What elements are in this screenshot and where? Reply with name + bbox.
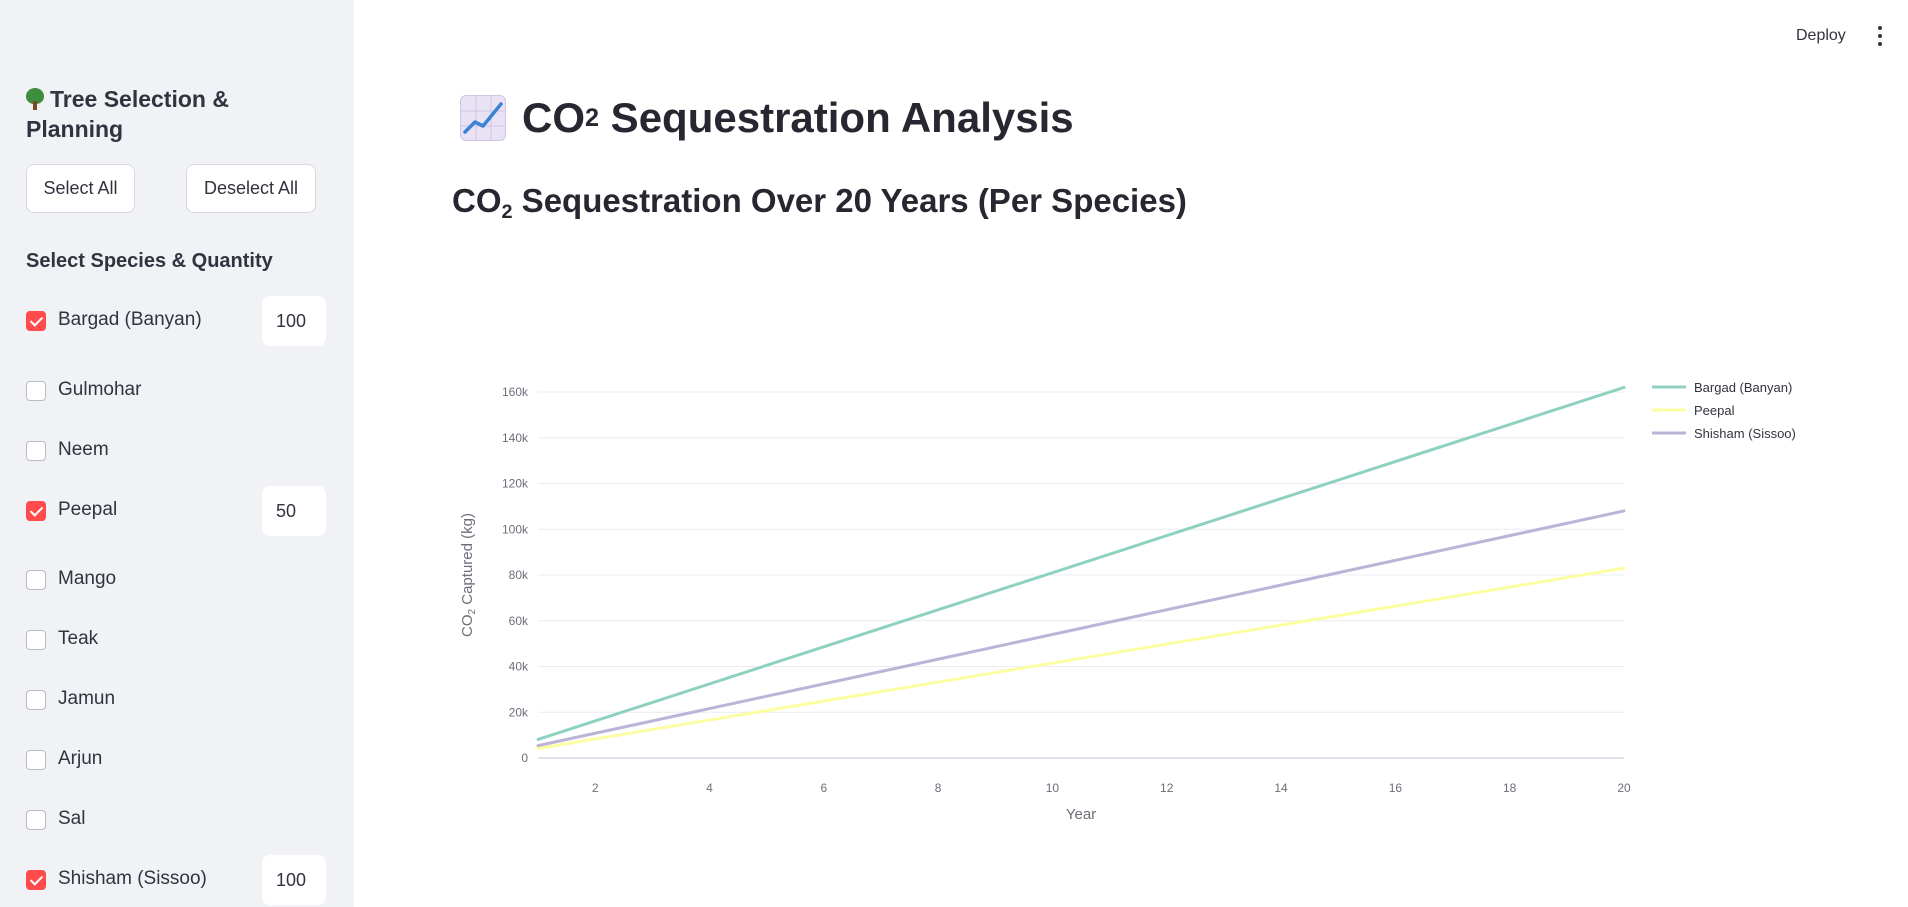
- deploy-button[interactable]: Deploy: [1796, 27, 1846, 44]
- series-line: [536, 385, 1626, 741]
- y-tick-label: 40k: [509, 660, 529, 674]
- section-prefix: CO: [452, 182, 502, 219]
- y-axis-label: CO2 Captured (kg): [459, 513, 478, 637]
- select-all-button[interactable]: Select All: [26, 164, 135, 213]
- checkbox-bargad[interactable]: [26, 311, 46, 331]
- y-tick-label: 120k: [502, 477, 529, 491]
- species-row-sal: Sal: [26, 795, 330, 845]
- checkbox-peepal[interactable]: [26, 501, 46, 521]
- y-tick-label: 100k: [502, 522, 529, 536]
- species-row-neem: Neem: [26, 426, 330, 476]
- x-tick-label: 14: [1274, 781, 1288, 795]
- page-title: CO 2 Sequestration Analysis: [460, 90, 1074, 146]
- species-label[interactable]: Sal: [58, 808, 86, 829]
- x-tick-label: 20: [1617, 781, 1631, 795]
- y-tick-label: 20k: [509, 705, 529, 719]
- checkbox-gulmohar[interactable]: [26, 381, 46, 401]
- kebab-menu-icon[interactable]: [1876, 26, 1884, 46]
- x-tick-label: 18: [1503, 781, 1517, 795]
- species-row-arjun: Arjun: [26, 735, 330, 785]
- species-row-teak: Teak: [26, 615, 330, 665]
- species-row-jamun: Jamun: [26, 675, 330, 725]
- x-tick-label: 10: [1046, 781, 1060, 795]
- species-subheading: Select Species & Quantity: [26, 250, 273, 272]
- x-tick-label: 2: [592, 781, 599, 795]
- species-row-gulmohar: Gulmohar: [26, 366, 330, 416]
- tree-icon: [26, 88, 44, 110]
- species-label[interactable]: Arjun: [58, 748, 103, 769]
- x-tick-label: 12: [1160, 781, 1174, 795]
- y-tick-label: 60k: [509, 614, 529, 628]
- checkbox-sal[interactable]: [26, 810, 46, 830]
- species-label[interactable]: Neem: [58, 439, 109, 460]
- x-tick-label: 4: [706, 781, 713, 795]
- x-tick-label: 16: [1389, 781, 1403, 795]
- y-tick-label: 160k: [502, 385, 529, 399]
- quantity-input-peepal[interactable]: [262, 486, 326, 536]
- series-line: [536, 566, 1626, 751]
- section-suffix: Sequestration Over 20 Years (Per Species…: [512, 182, 1187, 219]
- sidebar: Tree Selection & Planning Select All Des…: [0, 0, 354, 907]
- chart-svg: 0 20k 40k 60k 80k 100k 120k 140k 160k 2 4 6 8 10 12 14 1…: [459, 380, 1796, 823]
- legend-entry[interactable]: Shisham (Sissoo): [1694, 426, 1796, 441]
- title-subscript: 2: [585, 103, 600, 132]
- checkbox-arjun[interactable]: [26, 750, 46, 770]
- x-tick-label: 6: [820, 781, 827, 795]
- x-axis-label: Year: [1066, 806, 1096, 823]
- chart-increasing-icon: [460, 95, 506, 141]
- x-tick-label: 8: [935, 781, 942, 795]
- quantity-input-shisham[interactable]: [262, 855, 326, 905]
- section-subscript: 2: [501, 200, 513, 223]
- species-label[interactable]: Bargad (Banyan): [58, 309, 202, 330]
- species-row-shisham: Shisham (Sissoo): [26, 855, 330, 905]
- checkbox-mango[interactable]: [26, 570, 46, 590]
- y-tick-label: 140k: [502, 431, 529, 445]
- legend-entry[interactable]: Bargad (Banyan): [1694, 380, 1792, 395]
- quantity-input-bargad[interactable]: [262, 296, 326, 346]
- species-row-mango: Mango: [26, 555, 330, 605]
- deselect-all-button[interactable]: Deselect All: [186, 164, 316, 213]
- section-title: CO2 Sequestration Over 20 Years (Per Spe…: [452, 182, 1187, 224]
- checkbox-teak[interactable]: [26, 630, 46, 650]
- title-suffix: Sequestration Analysis: [599, 94, 1074, 141]
- species-row-peepal: Peepal: [26, 486, 330, 536]
- species-label[interactable]: Mango: [58, 568, 117, 589]
- checkbox-neem[interactable]: [26, 441, 46, 461]
- checkbox-jamun[interactable]: [26, 690, 46, 710]
- checkbox-shisham[interactable]: [26, 870, 46, 890]
- y-tick-label: 0: [521, 751, 528, 765]
- species-label[interactable]: Teak: [58, 628, 99, 649]
- title-prefix: CO: [522, 94, 585, 141]
- species-label[interactable]: Jamun: [58, 688, 116, 709]
- species-label[interactable]: Gulmohar: [58, 379, 142, 400]
- series-line: [536, 509, 1626, 748]
- y-tick-label: 80k: [509, 568, 529, 582]
- species-row-bargad: Bargad (Banyan): [26, 296, 330, 346]
- sidebar-title-text: Tree Selection & Planning: [26, 86, 229, 142]
- species-label[interactable]: Shisham (Sissoo): [58, 868, 207, 889]
- sidebar-title: Tree Selection & Planning: [26, 84, 326, 144]
- legend-entry[interactable]: Peepal: [1694, 403, 1735, 418]
- co2-line-chart: 0 20k 40k 60k 80k 100k 120k 140k 160k 2 4 6 8 10 12 14 1…: [450, 360, 1830, 840]
- species-label[interactable]: Peepal: [58, 499, 118, 520]
